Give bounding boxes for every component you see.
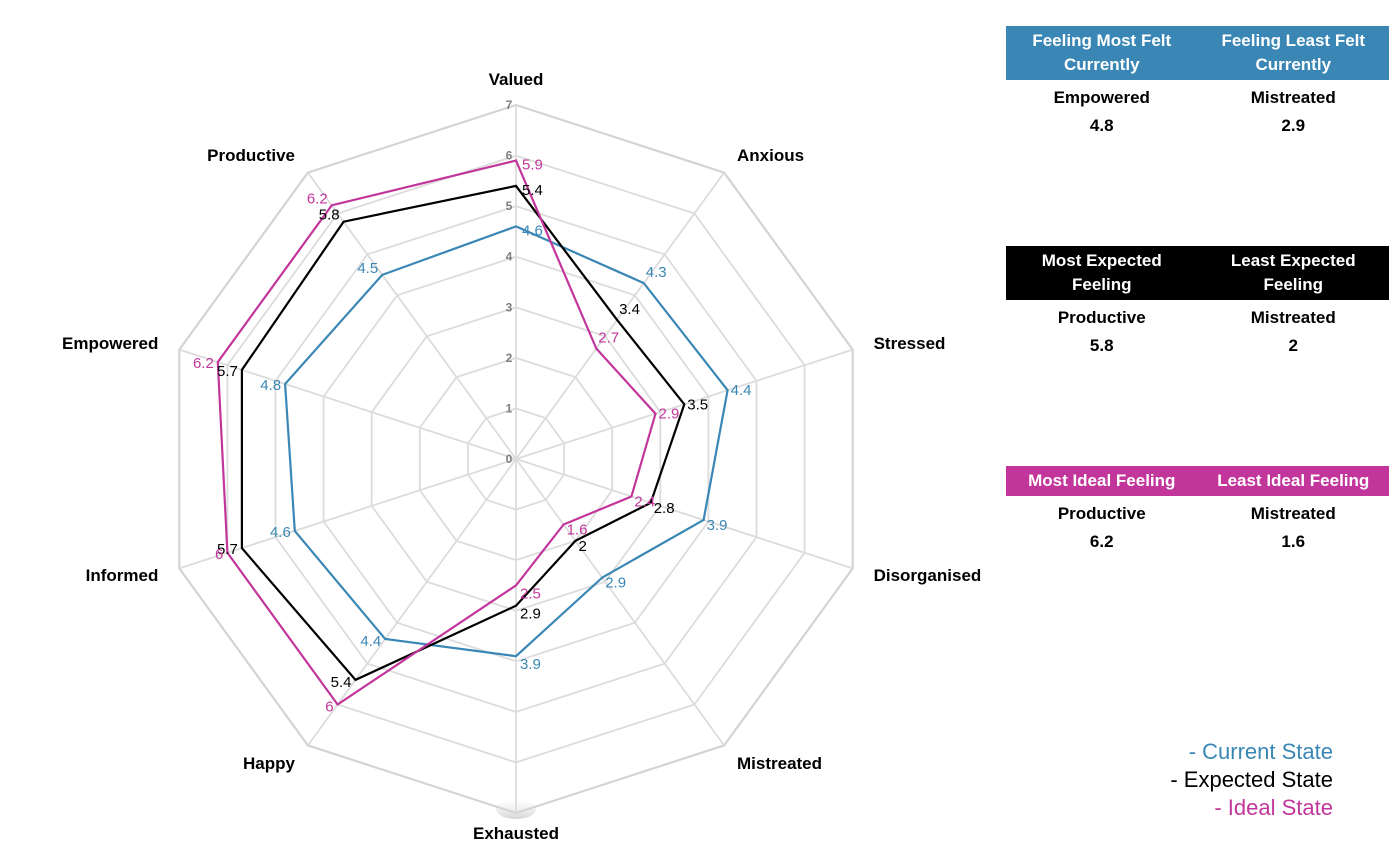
value-label-current-state-productive: 4.5 [357, 260, 378, 277]
summary-current-least-feeling: Mistreated [1250, 88, 1336, 107]
legend-expected: - Expected State [1170, 767, 1333, 792]
category-label-anxious: Anxious [737, 146, 804, 165]
value-label-ideal-state-valued: 5.9 [522, 157, 543, 174]
legend-current: - Current State [1188, 739, 1333, 764]
value-label-current-state-stressed: 4.4 [731, 382, 752, 399]
tick-label-2: 2 [506, 351, 513, 365]
value-label-current-state-disorganised: 3.9 [707, 517, 728, 534]
value-label-expected-state-exhausted: 2.9 [520, 606, 541, 623]
tick-label-6: 6 [506, 149, 513, 163]
value-label-current-state-mistreated: 2.9 [605, 575, 626, 592]
value-label-ideal-state-mistreated: 1.6 [567, 522, 588, 539]
value-label-ideal-state-exhausted: 2.5 [520, 585, 541, 602]
value-label-ideal-state-disorganised: 2.4 [634, 494, 655, 511]
summary-current: Feeling Most Felt Currently Feeling Leas… [1006, 26, 1389, 136]
value-label-expected-state-stressed: 3.5 [687, 396, 708, 413]
value-label-ideal-state-happy: 6 [325, 699, 333, 716]
legend-ideal: - Ideal State [1214, 795, 1333, 820]
value-label-expected-state-empowered: 5.7 [217, 363, 238, 380]
series-line-expected-state [240, 184, 686, 682]
category-label-empowered: Empowered [62, 334, 158, 353]
value-label-expected-state-valued: 5.4 [522, 182, 543, 199]
legend: - Current State - Expected State - Ideal… [1170, 738, 1333, 822]
radar-ticks: 0 1 2 3 4 5 6 7 [506, 98, 513, 466]
summary-expected-header: Most Expected Feeling Least Expected Fee… [1006, 246, 1389, 300]
radar-category-labels: Valued Anxious Stressed Disorganised Mistrea… [62, 70, 981, 843]
grid-spoke-anxious [515, 172, 725, 460]
summary-expected-least-heading: Least Expected Feeling [1230, 251, 1356, 294]
summary-ideal: Most Ideal Feeling Least Ideal Feeling P… [1006, 466, 1389, 552]
summary-ideal-least-heading: Least Ideal Feeling [1217, 471, 1370, 490]
summary-expected-least-value: 2 [1288, 336, 1298, 355]
tick-label-0: 0 [506, 452, 513, 466]
summary-ideal-least-value: 1.6 [1281, 532, 1306, 551]
summary-expected-most-value: 5.8 [1089, 336, 1114, 355]
summary-ideal-most-value: 6.2 [1089, 532, 1114, 551]
radar-value-labels: 4.6 4.3 4.4 3.9 2.9 3.9 4.4 4.6 4.8 4.5 5.4 3.4 3.5 2… [193, 157, 752, 716]
value-label-current-state-exhausted: 3.9 [520, 656, 541, 673]
category-label-productive: Productive [207, 146, 295, 165]
summary-ideal-most-heading: Most Ideal Feeling [1028, 471, 1176, 490]
tick-label-3: 3 [506, 300, 513, 314]
grid-spoke-disorganised [515, 458, 853, 570]
value-label-current-state-informed: 4.6 [270, 524, 291, 541]
radar-series [216, 159, 729, 707]
summary-current-most-feeling: Empowered [1053, 88, 1150, 107]
summary-ideal-least-feeling: Mistreated [1250, 504, 1336, 523]
value-label-expected-state-mistreated: 2 [579, 538, 587, 555]
value-label-expected-state-informed: 5.7 [217, 541, 238, 558]
summary-current-header: Feeling Most Felt Currently Feeling Leas… [1006, 26, 1389, 80]
value-label-current-state-empowered: 4.8 [260, 377, 281, 394]
summary-expected-most-heading: Most Expected Feeling [1041, 251, 1162, 294]
grid-spoke-empowered [179, 348, 517, 460]
summary-ideal-header: Most Ideal Feeling Least Ideal Feeling [1006, 466, 1389, 496]
tick-label-7: 7 [506, 98, 513, 112]
grid-spoke-informed [179, 458, 517, 570]
value-label-ideal-state-informed: 6 [215, 546, 223, 563]
category-label-informed: Informed [86, 566, 159, 585]
summary-current-least-heading: Feeling Least Felt Currently [1221, 31, 1366, 74]
radar-grid [178, 103, 854, 819]
value-label-current-state-happy: 4.4 [360, 633, 381, 650]
value-label-ideal-state-stressed: 2.9 [659, 406, 680, 423]
summary-expected: Most Expected Feeling Least Expected Fee… [1006, 246, 1389, 356]
value-label-expected-state-productive: 5.8 [319, 207, 340, 224]
value-label-ideal-state-anxious: 2.7 [598, 330, 619, 347]
series-line-current-state [283, 225, 729, 658]
tick-label-4: 4 [506, 250, 513, 264]
series-line-ideal-state [216, 159, 657, 707]
value-label-expected-state-happy: 5.4 [331, 674, 352, 691]
summary-current-most-heading: Feeling Most Felt Currently [1032, 31, 1172, 74]
category-label-exhausted: Exhausted [473, 824, 559, 843]
summary-ideal-most-feeling: Productive [1057, 504, 1146, 523]
summary-expected-most-feeling: Productive [1057, 308, 1146, 327]
summary-current-least-value: 2.9 [1281, 116, 1306, 135]
value-label-expected-state-anxious: 3.4 [619, 301, 640, 318]
category-label-mistreated: Mistreated [737, 754, 822, 773]
category-label-happy: Happy [243, 754, 296, 773]
category-label-stressed: Stressed [874, 334, 946, 353]
value-label-ideal-state-empowered: 6.2 [193, 355, 214, 372]
value-label-current-state-anxious: 4.3 [646, 264, 667, 281]
value-label-expected-state-disorganised: 2.8 [654, 500, 675, 517]
summary-expected-least-feeling: Mistreated [1250, 308, 1336, 327]
grid-spoke-happy [307, 458, 517, 746]
value-label-ideal-state-productive: 6.2 [307, 190, 328, 207]
category-label-disorganised: Disorganised [874, 566, 982, 585]
category-label-valued: Valued [489, 70, 544, 89]
radar-chart: 0 1 2 3 4 5 6 7 4.6 4.3 4.4 3.9 2.9 3.9 4.4 4.6 4.8 4.5 5… [62, 70, 981, 843]
grid-spoke-mistreated [515, 458, 725, 746]
value-label-current-state-valued: 4.6 [522, 222, 543, 239]
grid-spoke-productive [307, 172, 517, 460]
summary-current-most-value: 4.8 [1089, 116, 1114, 135]
tick-label-5: 5 [506, 199, 513, 213]
tick-label-1: 1 [506, 401, 513, 415]
